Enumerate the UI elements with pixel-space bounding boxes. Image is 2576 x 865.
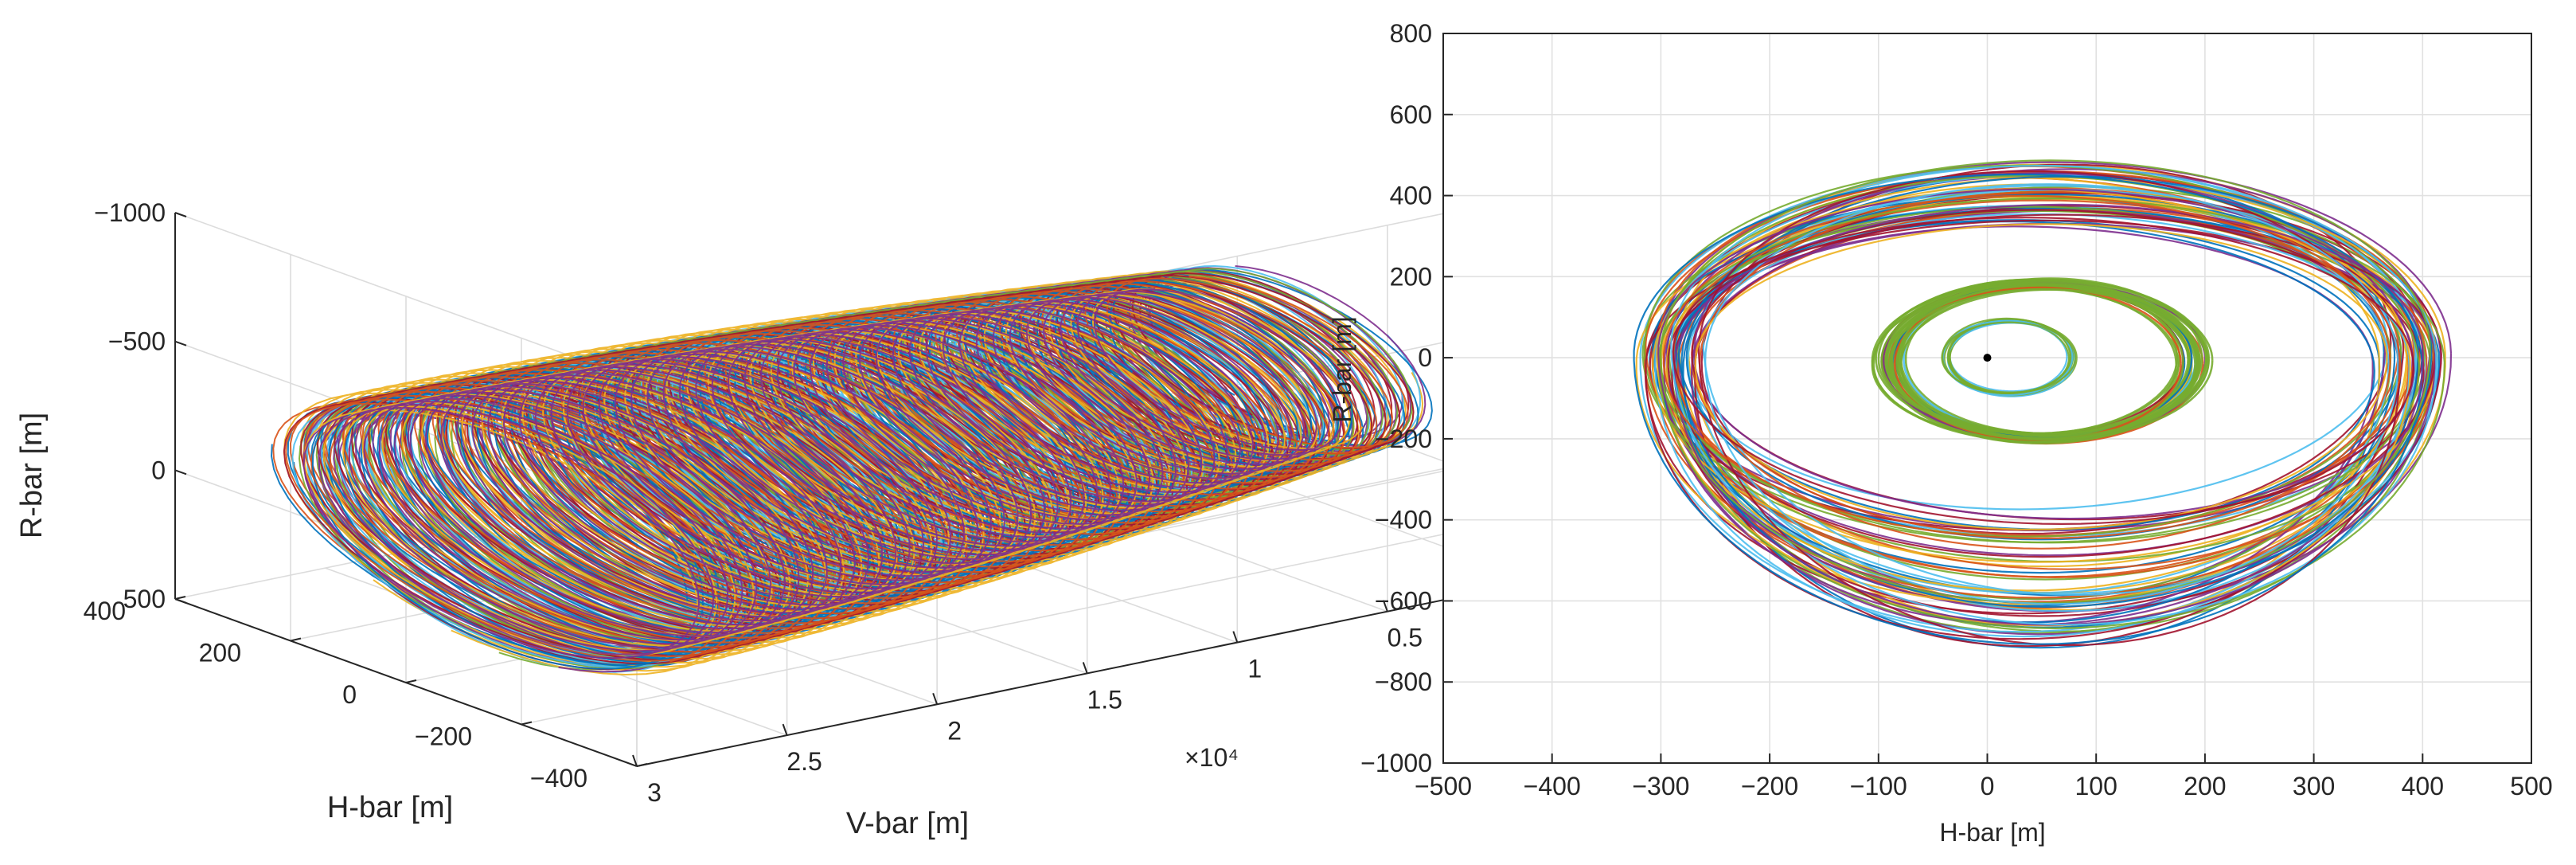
v-tick-label: 3 xyxy=(647,778,662,807)
x-tick-label: −100 xyxy=(1850,772,1907,800)
trajectory-line xyxy=(1888,288,2202,440)
x-tick-label: 300 xyxy=(2293,772,2335,800)
trajectory-line xyxy=(1680,175,2433,609)
trajectory-group xyxy=(1633,159,2453,649)
x-tick-label: 400 xyxy=(2402,772,2444,800)
trajectory-line xyxy=(1652,176,2437,563)
z-tick-mark xyxy=(174,469,187,476)
x-tick-label: −200 xyxy=(1741,772,1798,800)
y-tick-label: −400 xyxy=(1375,506,1432,534)
h-tick-label: −200 xyxy=(415,722,472,751)
y-tick-label: 400 xyxy=(1390,182,1432,210)
y-tick-label: −600 xyxy=(1375,586,1432,615)
v-tick-mark xyxy=(1082,662,1088,674)
z-tick-mark xyxy=(174,340,187,346)
v-tick-mark xyxy=(932,692,939,705)
trajectory-line xyxy=(1657,188,2424,605)
x-tick-label: −400 xyxy=(1524,772,1581,800)
trajectory-line xyxy=(1898,277,2203,440)
side-wall-gridline xyxy=(174,212,638,381)
trajectory-line xyxy=(1670,164,2437,626)
trajectory-line xyxy=(1663,168,2431,626)
trajectory-line xyxy=(302,288,1343,660)
v-tick-label: 2.5 xyxy=(786,747,822,776)
trajectory-line xyxy=(1942,317,2071,394)
z-tick-label: −1000 xyxy=(94,198,166,227)
origin-marker xyxy=(1983,354,1992,362)
trajectory-line xyxy=(1633,173,2423,645)
y-tick-label: 600 xyxy=(1390,100,1432,129)
v-tick-mark xyxy=(1382,600,1388,613)
v-tick-label: 1.5 xyxy=(1087,685,1122,714)
z-tick-mark xyxy=(174,212,187,217)
trajectory-line xyxy=(1662,194,2402,540)
y-tick-label: −800 xyxy=(1375,667,1432,696)
trajectory-line xyxy=(1639,164,2417,633)
right-xlabel: H-bar [m] xyxy=(1939,818,2045,847)
v-tick-mark xyxy=(1232,631,1239,643)
y-tick-label: 200 xyxy=(1390,262,1432,291)
x-tick-label: 200 xyxy=(2184,772,2226,800)
right-ylabel: R-bar [m] xyxy=(1328,316,1356,422)
z-tick-label: −500 xyxy=(108,327,166,356)
trajectory-line xyxy=(1672,217,2414,526)
floor-gridline xyxy=(521,507,1573,726)
trajectory-group-3d xyxy=(270,264,1433,676)
y-tick-label: −200 xyxy=(1375,425,1432,453)
trajectory-line xyxy=(1682,172,2396,624)
v-tick-mark xyxy=(782,723,788,736)
h-tick-label: −400 xyxy=(530,764,587,793)
x-tick-label: 100 xyxy=(2075,772,2117,800)
x-tick-label: −500 xyxy=(1415,772,1472,800)
v-tick-label: 2 xyxy=(947,716,962,745)
trajectory-line xyxy=(1899,286,2199,443)
x-tick-label: −300 xyxy=(1632,772,1689,800)
right-hbar-rbar-projection-plot: −500 −400 −300 −200 −100 0 100 200 300 400 5008006… xyxy=(1360,19,2553,800)
trajectory-line xyxy=(1704,183,2399,605)
left-zlabel: R-bar [m] xyxy=(15,413,49,538)
h-tick-mark xyxy=(174,596,186,600)
left-xlabel: V-bar [m] xyxy=(846,807,969,840)
trajectory-line xyxy=(1643,164,2437,563)
z-tick-label: 0 xyxy=(151,456,166,484)
trajectory-line xyxy=(1676,219,2380,649)
h-tick-label: 400 xyxy=(84,597,126,625)
z-tick-mark xyxy=(174,598,187,604)
x-tick-label: 500 xyxy=(2510,772,2552,800)
left-ylabel: H-bar [m] xyxy=(327,791,453,824)
y-tick-label: 800 xyxy=(1390,19,1432,48)
v-tick-mark xyxy=(632,754,638,767)
z-tick-label: 500 xyxy=(123,585,166,613)
h-tick-mark xyxy=(521,721,533,726)
h-tick-mark xyxy=(290,637,302,642)
trajectory-line xyxy=(1694,223,2388,531)
h-tick-label: 200 xyxy=(199,639,241,667)
v-tick-label: 0.5 xyxy=(1388,624,1423,652)
h-tick-mark xyxy=(636,763,648,767)
v-tick-label: 1 xyxy=(1247,655,1262,683)
x-tick-label: 0 xyxy=(1981,772,1995,800)
y-tick-label: 0 xyxy=(1418,343,1432,372)
trajectory-line xyxy=(1667,213,2437,558)
trajectory-line xyxy=(1656,188,2411,627)
h-tick-label: 0 xyxy=(342,680,357,709)
y-tick-label: −1000 xyxy=(1360,749,1432,777)
trajectory-line xyxy=(1893,286,2182,441)
h-tick-mark xyxy=(405,679,417,683)
left-x-multiplier: ×10⁴ xyxy=(1185,743,1239,772)
